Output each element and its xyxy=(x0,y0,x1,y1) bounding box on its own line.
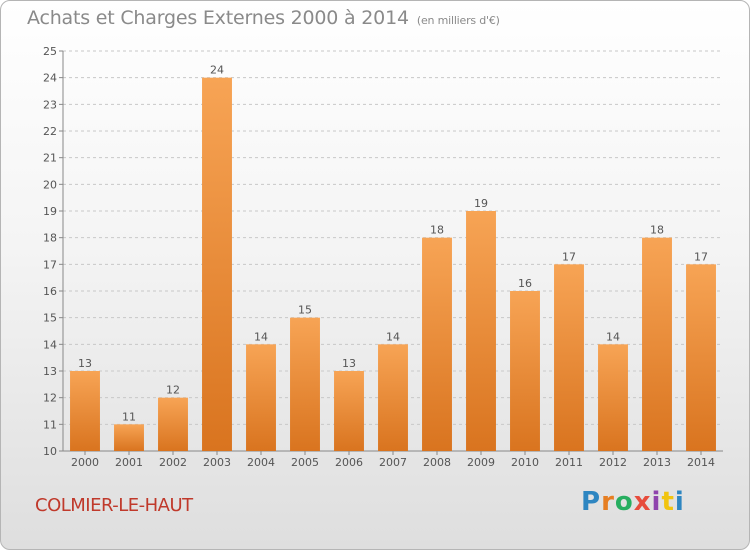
data-label: 19 xyxy=(474,197,488,210)
x-tick-label: 2001 xyxy=(115,456,143,469)
x-tick-label: 2003 xyxy=(203,456,231,469)
x-tick-label: 2011 xyxy=(555,456,583,469)
x-tick-label: 2008 xyxy=(423,456,451,469)
place-name: COLMIER-LE-HAUT xyxy=(35,495,193,516)
logo-letter: i xyxy=(651,487,662,517)
y-tick-label: 23 xyxy=(43,98,57,111)
data-label: 17 xyxy=(694,250,708,263)
bar xyxy=(642,237,672,451)
data-label: 13 xyxy=(342,357,356,370)
x-tick-label: 2014 xyxy=(687,456,715,469)
bar xyxy=(290,317,320,451)
logo-letter: r xyxy=(601,487,615,517)
y-tick-label: 12 xyxy=(43,392,57,405)
y-tick-label: 10 xyxy=(43,445,57,458)
y-tick-label: 20 xyxy=(43,178,57,191)
x-tick-label: 2013 xyxy=(643,456,671,469)
y-tick-label: 22 xyxy=(43,125,57,138)
bar xyxy=(422,237,452,451)
data-label: 18 xyxy=(650,224,664,237)
bar xyxy=(202,77,232,452)
data-label: 12 xyxy=(166,384,180,397)
data-label: 15 xyxy=(298,304,312,317)
x-tick-label: 2006 xyxy=(335,456,363,469)
data-label: 11 xyxy=(122,410,136,423)
data-label: 14 xyxy=(606,330,620,343)
logo-letter: P xyxy=(581,487,602,517)
x-tick-label: 2010 xyxy=(511,456,539,469)
x-tick-label: 2007 xyxy=(379,456,407,469)
bar xyxy=(246,344,276,451)
y-tick-label: 16 xyxy=(43,285,57,298)
y-tick-label: 13 xyxy=(43,365,57,378)
bar xyxy=(510,291,540,451)
bar xyxy=(70,371,100,451)
logo-letter: o xyxy=(614,487,634,517)
bar xyxy=(378,344,408,451)
bar xyxy=(114,424,144,451)
bar xyxy=(598,344,628,451)
y-tick-label: 24 xyxy=(43,72,57,85)
logo-letter: t xyxy=(661,487,675,517)
data-label: 14 xyxy=(386,330,400,343)
data-label: 18 xyxy=(430,224,444,237)
data-label: 17 xyxy=(562,250,576,263)
bars xyxy=(70,77,716,452)
x-tick-label: 2012 xyxy=(599,456,627,469)
y-tick-label: 15 xyxy=(43,312,57,325)
logo-letter: x xyxy=(633,487,652,517)
x-tick-label: 2000 xyxy=(71,456,99,469)
y-tick-label: 19 xyxy=(43,205,57,218)
chart-subtitle: (en milliers d'€) xyxy=(416,14,500,27)
data-label: 13 xyxy=(78,357,92,370)
bar xyxy=(334,371,364,451)
y-tick-label: 11 xyxy=(43,418,57,431)
x-tick-label: 2004 xyxy=(247,456,275,469)
bar xyxy=(158,397,188,451)
y-tick-label: 14 xyxy=(43,338,57,351)
y-tick-label: 21 xyxy=(43,152,57,165)
chart-title-text: Achats et Charges Externes 2000 à 2014 xyxy=(27,7,409,29)
y-tick-label: 18 xyxy=(43,232,57,245)
bar xyxy=(554,264,584,451)
labels: 10 11 12 13 14 15 16 17 18 19 20 21 22 23 24 25 13 2000 11… xyxy=(43,45,715,469)
y-tick-label: 25 xyxy=(43,45,57,58)
bar xyxy=(466,211,496,451)
data-label: 24 xyxy=(210,64,224,77)
x-tick-label: 2009 xyxy=(467,456,495,469)
bar xyxy=(686,264,716,451)
data-label: 14 xyxy=(254,330,268,343)
x-tick-label: 2002 xyxy=(159,456,187,469)
data-label: 16 xyxy=(518,277,532,290)
y-tick-label: 17 xyxy=(43,258,57,271)
chart-title: Achats et Charges Externes 2000 à 2014 (e… xyxy=(27,7,500,29)
logo-letter: i xyxy=(674,487,685,517)
proxiti-logo[interactable]: Proxiti xyxy=(581,487,685,517)
x-tick-label: 2005 xyxy=(291,456,319,469)
